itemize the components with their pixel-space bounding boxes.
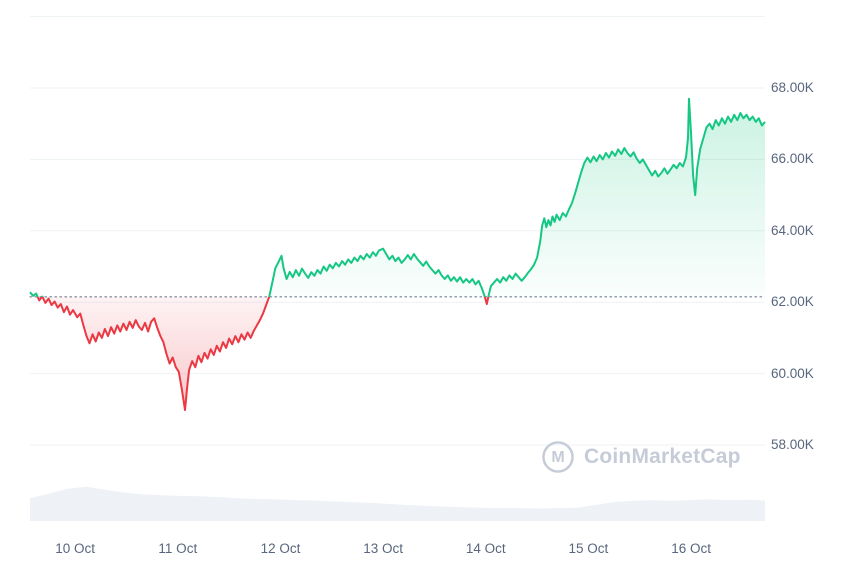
- price-area-down: [37, 296, 489, 410]
- coinmarketcap-watermark: M CoinMarketCap: [541, 440, 741, 474]
- volume-area: [30, 486, 765, 521]
- price-line-down: [36, 296, 490, 411]
- y-axis-label: 62.00K: [771, 294, 814, 310]
- x-axis-label: 11 Oct: [158, 541, 198, 556]
- x-axis-label: 12 Oct: [260, 541, 301, 556]
- x-axis-label: 15 Oct: [568, 541, 609, 556]
- y-axis-label: 58.00K: [771, 437, 814, 452]
- price-line-up: [29, 97, 766, 297]
- coinmarketcap-logo-letter: M: [551, 448, 564, 466]
- y-axis-label: 66.00K: [771, 151, 814, 167]
- y-axis-label: 60.00K: [771, 365, 814, 381]
- x-axis-label: 16 Oct: [671, 541, 711, 556]
- watermark-text: CoinMarketCap: [584, 445, 741, 468]
- y-axis-label: 68.00K: [771, 80, 814, 95]
- x-axis-label: 14 Oct: [465, 541, 506, 556]
- x-axis-label: 13 Oct: [363, 541, 404, 556]
- price-area-up: [30, 98, 765, 297]
- x-axis-label: 10 Oct: [55, 541, 96, 556]
- y-axis-label: 64.00K: [771, 222, 814, 238]
- coinmarketcap-logo-icon: M: [542, 441, 574, 473]
